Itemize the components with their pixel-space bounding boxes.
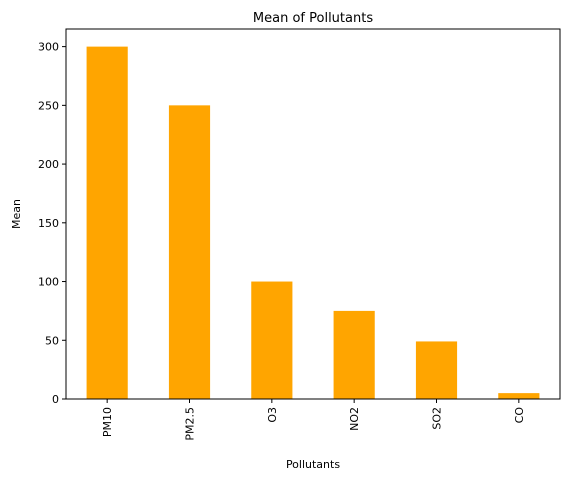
x-tick-label: PM10	[101, 407, 114, 437]
y-axis-ticks: 0 50 100 150 200 250 300	[38, 41, 66, 406]
plot-frame	[65, 28, 561, 400]
bar-pm10	[86, 46, 128, 400]
chart-title: Mean of Pollutants	[253, 11, 373, 26]
bar-o3	[251, 281, 293, 399]
x-tick-label: O3	[266, 407, 279, 423]
bar-so2	[415, 341, 458, 399]
y-tick-label: 200	[38, 158, 59, 171]
x-tick-label: CO	[513, 407, 526, 424]
y-tick-label: 300	[38, 41, 59, 54]
y-tick-label: 150	[38, 217, 59, 230]
x-axis-ticks: PM10 PM2.5 O3 NO2 SO2 CO	[101, 399, 526, 441]
bar-no2	[333, 310, 375, 399]
bars-layer	[86, 46, 540, 400]
y-tick-label: 50	[45, 334, 59, 347]
x-tick-label: SO2	[431, 407, 444, 430]
x-tick-label: PM2.5	[184, 407, 197, 441]
x-tick-label: NO2	[348, 407, 361, 431]
y-axis-label: Mean	[10, 199, 23, 229]
bar-co	[498, 393, 540, 399]
y-tick-label: 100	[38, 276, 59, 289]
y-tick-label: 250	[38, 99, 59, 112]
y-tick-label: 0	[52, 393, 59, 406]
bar-pm2-5	[168, 105, 211, 399]
x-axis-label: Pollutants	[286, 458, 340, 471]
